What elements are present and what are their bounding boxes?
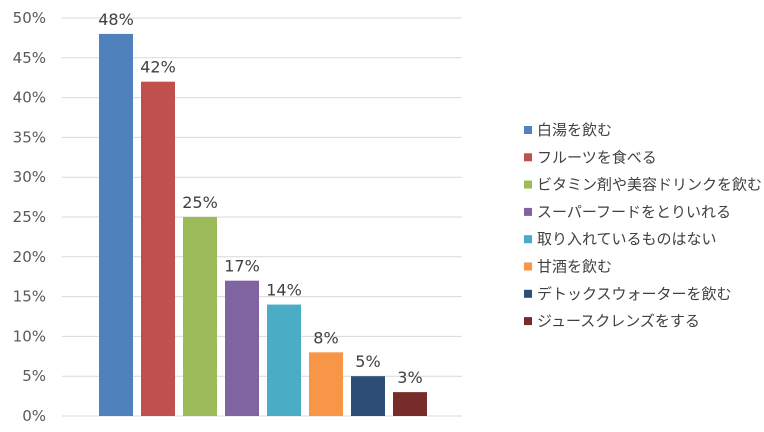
legend-swatch (524, 207, 532, 216)
y-tick-label: 20% (13, 248, 46, 266)
legend-label: 白湯を飲む (537, 121, 612, 139)
legend-label: ビタミン剤や美容ドリンクを飲む (537, 176, 762, 194)
y-tick-label: 15% (13, 288, 46, 306)
data-label: 3% (397, 368, 422, 387)
data-label: 17% (224, 257, 260, 276)
legend-swatch (524, 262, 532, 271)
data-label: 42% (140, 58, 176, 77)
legend-label: ジュースクレンズをする (537, 312, 700, 330)
y-tick-label: 50% (13, 9, 46, 27)
legend-label: 取り入れているものはない (537, 230, 717, 248)
bar (141, 81, 175, 417)
data-label: 25% (182, 193, 218, 212)
bar (351, 376, 385, 416)
data-label: 5% (355, 352, 380, 371)
bars (99, 33, 427, 417)
data-label: 8% (313, 328, 338, 347)
bar (267, 304, 301, 416)
data-label: 14% (266, 281, 302, 300)
legend-swatch (524, 180, 532, 189)
legend-label: 甘酒を飲む (537, 258, 612, 276)
legend: 白湯を飲むフルーツを食べるビタミン剤や美容ドリンクを飲むスーパーフードをとりいれ… (524, 121, 762, 330)
y-tick-label: 30% (13, 168, 46, 186)
y-tick-label: 45% (13, 49, 46, 67)
bar (309, 352, 343, 416)
y-tick-label: 40% (13, 89, 46, 107)
bar (225, 280, 259, 416)
y-tick-label: 10% (13, 327, 46, 345)
y-tick-label: 25% (13, 208, 46, 226)
y-axis: 0% 5% 10% 15% 20% 25% 30% 35% 40% 45% 50% (13, 9, 46, 425)
legend-swatch (524, 126, 532, 134)
y-tick-label: 35% (13, 128, 46, 146)
y-tick-label: 0% (22, 407, 46, 425)
legend-label: スーパーフードをとりいれる (537, 203, 731, 221)
y-tick-label: 5% (22, 367, 46, 385)
legend-swatch (524, 153, 532, 162)
legend-label: デトックスウォーターを飲む (537, 285, 732, 303)
bar (393, 392, 427, 416)
legend-swatch (524, 317, 532, 326)
legend-label: フルーツを食べる (537, 148, 657, 166)
data-label: 48% (98, 10, 134, 29)
data-labels: 48% 42% 25% 17% 14% 8% 5% 3% (98, 10, 422, 387)
bar (99, 33, 133, 417)
legend-swatch (524, 235, 532, 244)
legend-swatch (524, 289, 532, 298)
bar (183, 217, 217, 416)
